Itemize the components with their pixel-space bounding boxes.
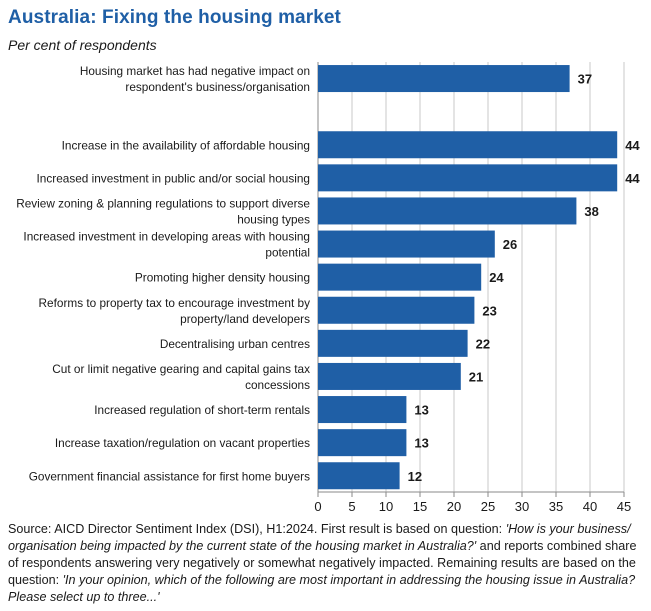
category-label: Decentralising urban centres	[160, 337, 310, 351]
category-label: Increase in the availability of affordab…	[62, 138, 310, 152]
category-label: Cut or limit negative gearing and capita…	[52, 362, 310, 376]
bar-value-label: 13	[414, 403, 428, 418]
x-tick-label: 45	[617, 499, 631, 514]
bar	[318, 362, 461, 390]
bar-value-label: 26	[503, 237, 517, 252]
x-tick-label: 30	[515, 499, 529, 514]
source-text-1: Source: AICD Director Sentiment Index (D…	[8, 522, 506, 536]
bar-value-label: 37	[578, 72, 592, 87]
bar	[318, 197, 577, 225]
bar-value-label: 13	[414, 436, 428, 451]
bar-value-label: 44	[625, 171, 640, 186]
bar-value-label: 21	[469, 369, 483, 384]
x-tick-label: 20	[447, 499, 461, 514]
bar	[318, 396, 407, 424]
bar-value-label: 22	[476, 336, 490, 351]
category-label: Increased investment in public and/or so…	[37, 171, 310, 185]
x-tick-label: 15	[413, 499, 427, 514]
bar-value-label: 23	[482, 303, 496, 318]
category-label: Government financial assistance for firs…	[29, 469, 310, 483]
x-tick-label: 0	[314, 499, 321, 514]
category-label: Promoting higher density housing	[135, 271, 310, 285]
category-label: Increase taxation/regulation on vacant p…	[55, 436, 310, 450]
category-label: concessions	[245, 378, 310, 392]
bar	[318, 164, 618, 192]
category-label: Housing market has had negative impact o…	[80, 64, 310, 78]
bar-value-label: 12	[408, 469, 422, 484]
category-label: property/land developers	[180, 312, 310, 326]
bar	[318, 65, 570, 93]
bar-value-label: 44	[625, 138, 640, 153]
x-tick-label: 35	[549, 499, 563, 514]
category-label: respondent's business/organisation	[125, 80, 310, 94]
bar-value-label: 24	[489, 270, 504, 285]
x-tick-label: 40	[583, 499, 597, 514]
bar-chart: 0 5 10 15 20 25 30 35 40 45 37 Housing market has h…	[16, 62, 640, 514]
chart-subtitle: Per cent of respondents	[8, 37, 157, 53]
x-tick-label: 10	[379, 499, 393, 514]
bar	[318, 296, 475, 324]
category-label: potential	[265, 246, 310, 260]
bar-value-label: 38	[584, 204, 598, 219]
x-tick-label: 5	[348, 499, 355, 514]
source-text-2: and reports combined share of respondent…	[8, 539, 637, 588]
source-question-1: 'How is your business/ organisation bein…	[8, 522, 631, 554]
category-label: Increased investment in developing areas…	[23, 230, 310, 244]
bar	[318, 462, 400, 490]
source-question-2: 'In your opinion, which of the following…	[8, 573, 636, 605]
category-label: Increased regulation of short-term renta…	[94, 403, 310, 417]
x-tick-label: 25	[481, 499, 495, 514]
source-note: Source: AICD Director Sentiment Index (D…	[8, 521, 644, 606]
bar	[318, 329, 468, 357]
bar	[318, 429, 407, 457]
category-label: Reforms to property tax to encourage inv…	[39, 296, 311, 310]
chart-title: Australia: Fixing the housing market	[8, 7, 341, 28]
bar	[318, 230, 495, 258]
category-label: Review zoning & planning regulations to …	[16, 196, 310, 210]
category-label: housing types	[237, 212, 310, 226]
bar	[318, 263, 482, 291]
bar	[318, 131, 618, 159]
